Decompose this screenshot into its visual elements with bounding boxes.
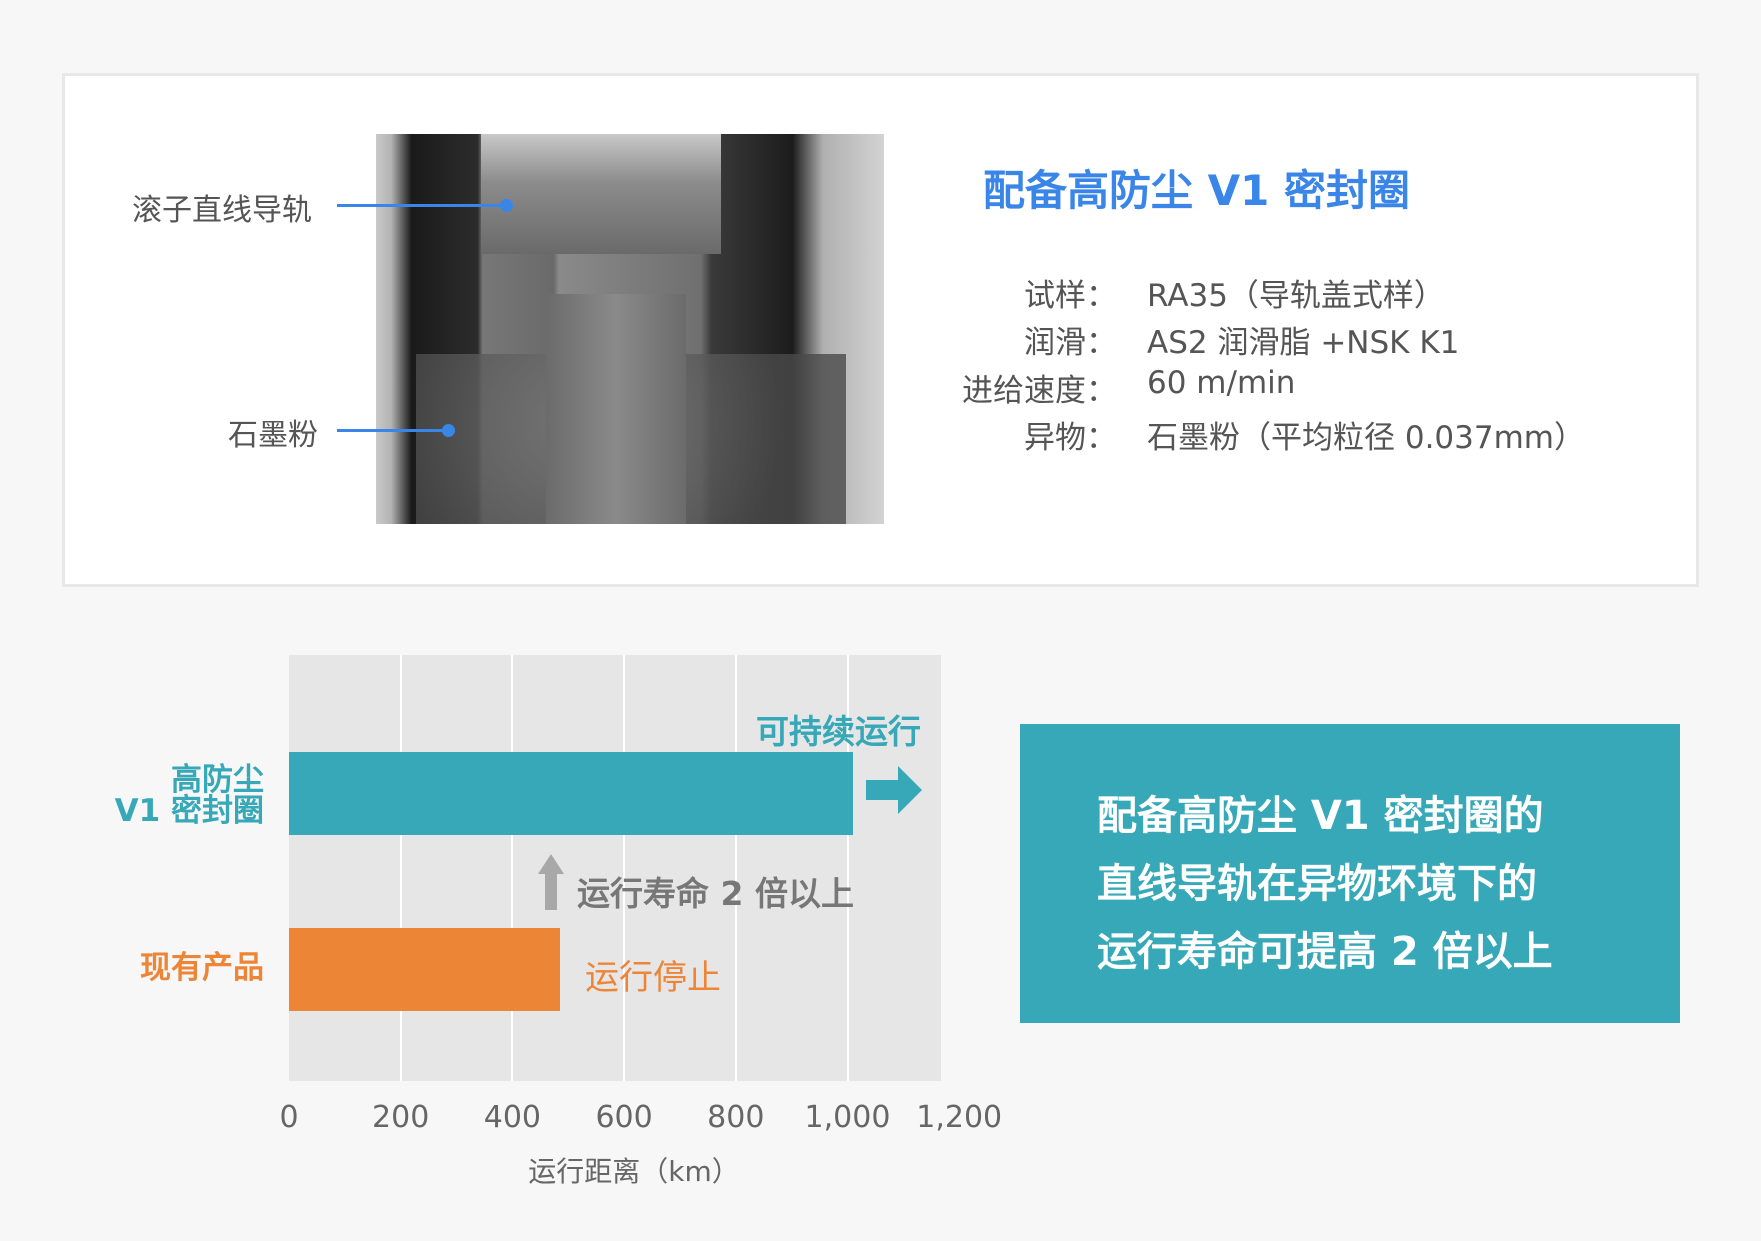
- annotation-stop: 运行停止: [585, 958, 721, 998]
- x-tick-label: 800: [707, 1100, 765, 1135]
- spec-label: 试样：: [1024, 278, 1117, 314]
- gridline: [846, 655, 849, 1081]
- spec-title: 配备高防尘 V1 密封圈: [983, 166, 1410, 215]
- callout-line-rail: [337, 204, 505, 207]
- rail-cover: [481, 134, 721, 254]
- category-line: 高防尘: [171, 762, 264, 798]
- spec-value: 60 m/min: [1147, 365, 1296, 401]
- spec-label: 润滑：: [1024, 325, 1117, 361]
- annotation-life: 运行寿命 2 倍以上: [577, 874, 854, 913]
- category-label-existing: 现有产品: [140, 950, 264, 986]
- spec-value: 石墨粉（平均粒径 0.037mm）: [1147, 420, 1585, 456]
- label-powder: 石墨粉: [228, 418, 318, 453]
- test-photo: [376, 134, 884, 524]
- x-tick-label: 400: [483, 1100, 542, 1135]
- arrow-right-icon: [866, 766, 922, 814]
- gridline: [734, 655, 737, 1081]
- bar-v1-seal: [289, 752, 854, 835]
- spec-value: RA35（导轨盖式样）: [1147, 278, 1445, 314]
- gridline: [623, 655, 626, 1081]
- summary-line: 运行寿命可提高 2 倍以上: [1097, 929, 1553, 975]
- x-tick-label: 600: [595, 1100, 653, 1135]
- x-tick-label: 1,200: [916, 1100, 1003, 1135]
- gridline: [399, 655, 402, 1081]
- x-axis-label: 运行距离（km）: [528, 1155, 740, 1188]
- summary-line: 直线导轨在异物环境下的: [1097, 861, 1537, 907]
- label-rail: 滚子直线导轨: [132, 193, 312, 228]
- x-tick-label: 1,000: [804, 1100, 891, 1135]
- callout-dot-powder: [442, 424, 455, 437]
- bar-existing-product: [289, 928, 560, 1011]
- x-tick-label: 200: [372, 1100, 430, 1135]
- category-line: V1 密封圈: [114, 793, 264, 829]
- gridline: [511, 655, 514, 1081]
- arrow-up-icon: [538, 854, 564, 910]
- callout-line-powder: [337, 429, 447, 432]
- guide-rail: [546, 294, 686, 524]
- callout-dot-rail: [500, 199, 513, 212]
- x-tick-label: 0: [279, 1100, 299, 1135]
- annotation-continue: 可持续运行: [756, 712, 921, 751]
- chart-plot-area: [289, 655, 941, 1081]
- summary-line: 配备高防尘 V1 密封圈的: [1097, 793, 1544, 839]
- spec-value: AS2 润滑脂 +NSK K1: [1147, 325, 1460, 361]
- spec-label: 异物：: [1024, 420, 1117, 456]
- category-label-v1-seal: 高防尘 V1 密封圈: [100, 765, 264, 827]
- summary-box: 配备高防尘 V1 密封圈的 直线导轨在异物环境下的 运行寿命可提高 2 倍以上: [1020, 724, 1680, 1023]
- spec-label: 进给速度：: [962, 373, 1117, 409]
